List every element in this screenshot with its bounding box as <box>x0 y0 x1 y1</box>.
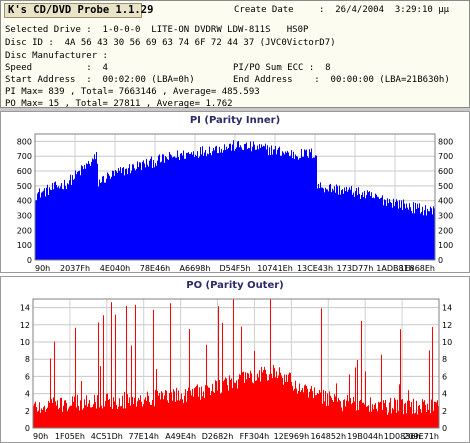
po-y-tick-right: 2 <box>442 407 447 416</box>
pi-y-tick-right: 800 <box>438 137 453 146</box>
pi-y-tick-right: 300 <box>438 212 453 221</box>
po-x-tick: 90h <box>33 432 48 441</box>
pipo-sum-ecc: PI/PO Sum ECC : 8 <box>233 63 331 73</box>
pi-x-tick: 1E868Eh <box>399 264 435 273</box>
pi-chart-title: PI (Parity Inner) <box>189 115 281 126</box>
po-x-tick: 209E71h <box>403 432 439 441</box>
po-x-tick: 19B044h <box>347 432 383 441</box>
po-chart-panel: PO (Parity Outer) 0 0 2 2 4 4 6 6 8 8 10 10 12 12 14 14… <box>0 276 470 443</box>
pi-y-tick-right: 700 <box>438 152 453 161</box>
po-stats: PO Max= 15 , Total= 27811 , Average= 1.7… <box>5 99 233 109</box>
pi-y-tick-right: 100 <box>438 241 453 250</box>
po-y-tick-left: 10 <box>20 338 30 347</box>
pi-stats: PI Max= 839 , Total= 7663146 , Average= … <box>5 87 260 97</box>
po-y-tick-right: 0 <box>442 424 447 433</box>
pi-y-tick-left: 700 <box>17 152 32 161</box>
po-x-tick: 1D0836h <box>384 432 421 441</box>
po-y-tick-right: 10 <box>442 338 452 347</box>
pi-y-tick-right: 0 <box>438 256 443 265</box>
pi-plot-border <box>34 133 436 261</box>
pi-x-tick: 1ADB81h <box>376 264 413 273</box>
po-y-tick-right: 12 <box>442 321 452 330</box>
pi-y-tick-left: 0 <box>27 256 32 265</box>
disc-manufacturer: Disc Manufacturer : <box>5 51 108 61</box>
speed: Speed : 4 <box>5 63 108 73</box>
po-y-tick-left: 0 <box>25 424 30 433</box>
po-y-tick-left: 6 <box>25 372 30 381</box>
po-y-tick-right: 4 <box>442 390 447 399</box>
po-y-tick-left: 4 <box>25 390 30 399</box>
pi-chart: 0 0 100 100 200 200 300 300 400 400 500 500 600 600 70… <box>17 133 453 273</box>
po-y-tick-left: 12 <box>20 321 30 330</box>
disc-id: Disc ID : 4A 56 43 30 56 69 63 74 6F 72 … <box>5 38 336 48</box>
po-chart: 0 0 2 2 4 4 6 6 8 8 10 10 12 12 14 14 90h 1F05Eh 4C51Dh 77E… <box>20 298 452 441</box>
pi-y-tick-left: 500 <box>17 182 32 191</box>
po-x-tick: 1F05Eh <box>55 432 85 441</box>
po-plot-border <box>32 298 440 429</box>
end-address: End Address : 00:00:00 (LBA=21B630h) <box>233 75 450 85</box>
selected-drive: Selected Drive : 1-0-0-0 LITE-ON DVDRW L… <box>5 25 309 35</box>
pi-y-tick-left: 400 <box>17 197 32 206</box>
pi-x-tick: 90h <box>35 264 50 273</box>
po-y-tick-right: 8 <box>442 355 447 364</box>
po-y-tick-left: 8 <box>25 355 30 364</box>
po-x-tick: 164852h <box>310 432 346 441</box>
po-x-tick: 12E969h <box>274 432 310 441</box>
po-x-tick: FF304h <box>240 432 270 441</box>
pi-y-tick-left: 100 <box>17 241 32 250</box>
po-y-tick-right: 6 <box>442 372 447 381</box>
disc-info-panel: K's CD/DVD Probe 1.1.29 Create Date : 26… <box>0 0 470 109</box>
create-date-value: : 26/4/2004 3:29:10 μμ <box>319 5 450 15</box>
create-date-label: Create Date <box>234 5 294 15</box>
app-title: K's CD/DVD Probe 1.1.29 <box>4 3 153 18</box>
panel-separator <box>0 108 470 111</box>
pi-y-tick-left: 200 <box>17 226 32 235</box>
po-x-tick: 4C51Dh <box>91 432 123 441</box>
pi-x-tick: 173D77h <box>337 264 374 273</box>
pi-chart-panel: PI (Parity Inner) 0 0 100 100 200 200 300 300 40… <box>0 111 470 273</box>
pi-y-tick-right: 600 <box>438 167 453 176</box>
pi-y-tick-left: 300 <box>17 212 32 221</box>
po-x-tick: 77E14h <box>128 432 158 441</box>
pi-x-tick: 4E040h <box>100 264 130 273</box>
pi-x-tick: A6698h <box>180 264 211 273</box>
pi-y-tick-left: 800 <box>17 137 32 146</box>
po-y-tick-left: 2 <box>25 407 30 416</box>
po-y-tick-left: 14 <box>20 304 30 313</box>
pi-x-tick: 2037Fh <box>60 264 90 273</box>
start-address: Start Address : 00:02:00 (LBA=0h) <box>5 75 195 85</box>
po-chart-title: PO (Parity Outer) <box>186 280 284 291</box>
pi-y-tick-right: 400 <box>438 197 453 206</box>
po-y-tick-right: 14 <box>442 304 452 313</box>
po-x-tick: A49E4h <box>165 432 196 441</box>
po-x-tick: D2682h <box>202 432 234 441</box>
pi-y-tick-right: 200 <box>438 226 453 235</box>
pi-x-tick: 13CE43h <box>297 264 333 273</box>
pi-y-tick-left: 600 <box>17 167 32 176</box>
pi-x-tick: D54F5h <box>219 264 250 273</box>
pi-x-tick: 78E46h <box>140 264 170 273</box>
pi-x-tick: 10741Eh <box>257 264 293 273</box>
pi-y-tick-right: 500 <box>438 182 453 191</box>
